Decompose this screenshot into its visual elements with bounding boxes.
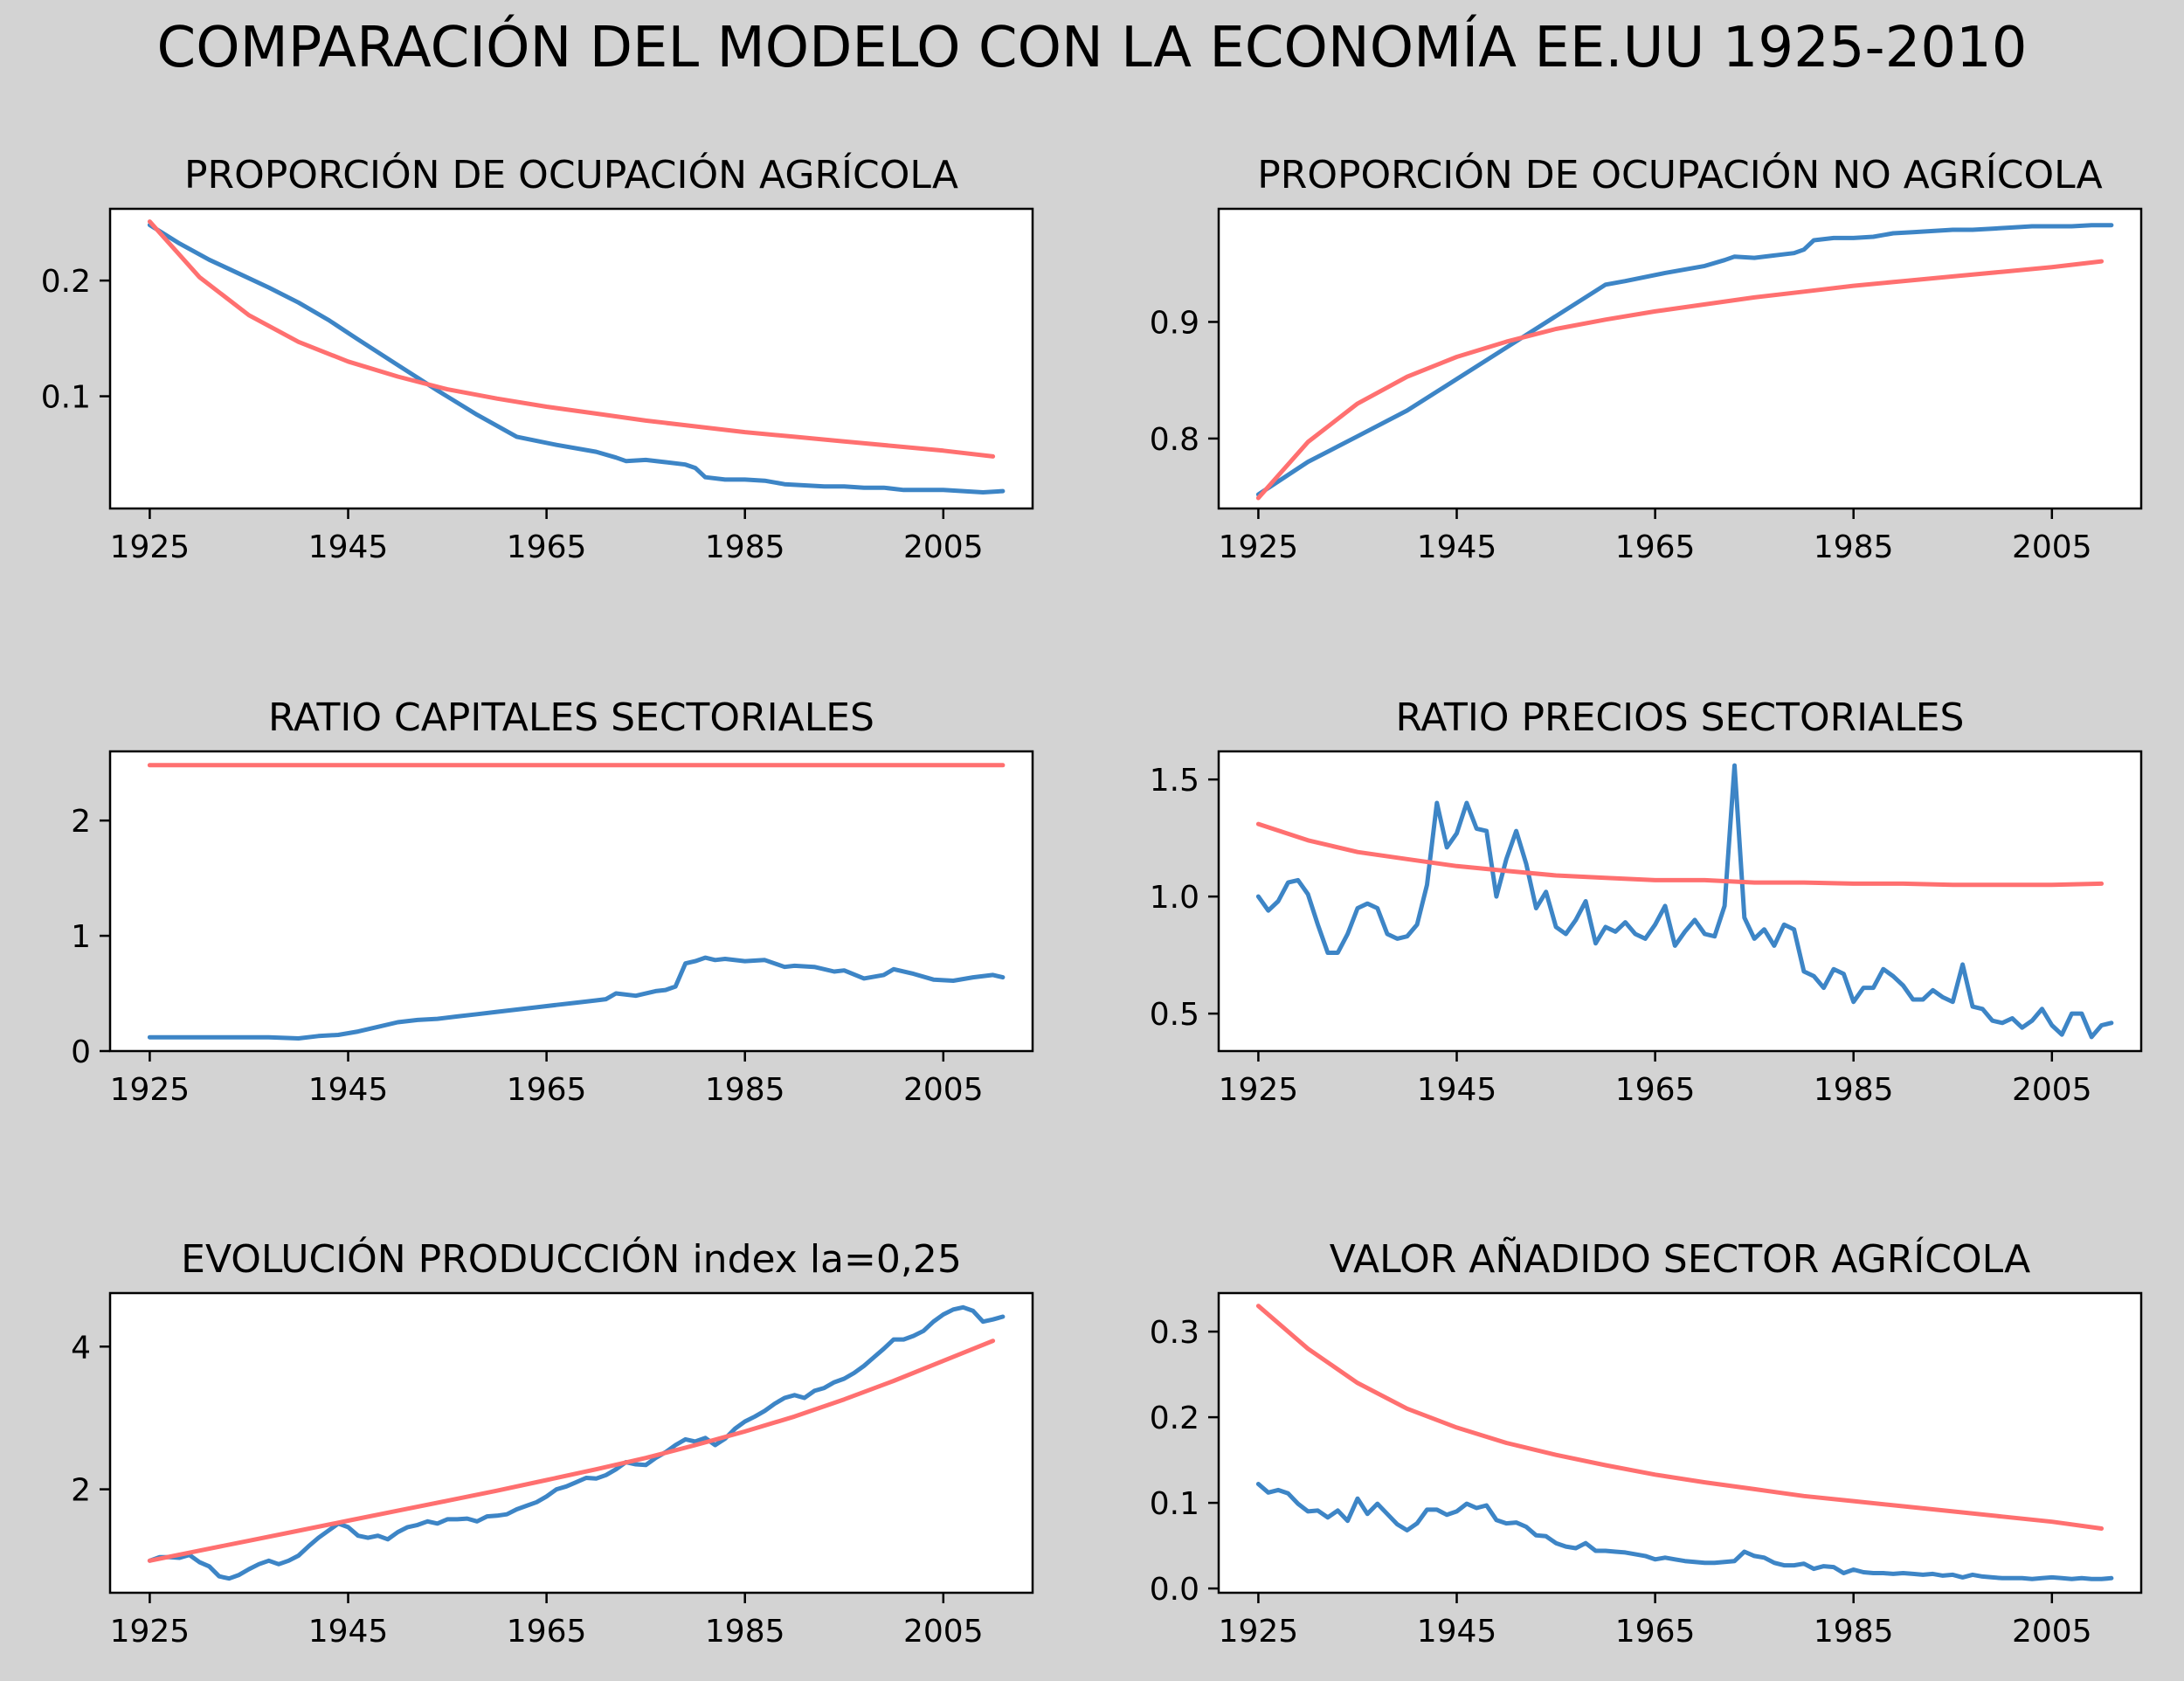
x-tick-label: 1985 [1814,1614,1894,1650]
plot-area [110,1293,1033,1593]
subplot-1: 1925 1945 1965 1985 2005 0.1 0.2 PROPORCIÓN DE … [41,151,1034,565]
plot-area [110,209,1033,508]
y-tick-label: 1 [71,919,91,955]
x-tick-label: 1925 [1219,1614,1299,1650]
x-tick-label: 2005 [903,529,984,565]
x-tick-label: 1945 [1417,529,1497,565]
x-tick-label: 1985 [1814,1072,1894,1108]
subplot-title: VALOR AÑADIDO SECTOR AGRÍCOLA [1330,1235,2030,1282]
subplot-title: RATIO PRECIOS SECTORIALES [1396,695,1965,740]
plot-area [1219,1293,2141,1593]
x-tick-label: 1965 [507,1614,587,1650]
x-tick-label: 1925 [110,1614,190,1650]
subplot-5: 1925 1945 1965 1985 2005 2 4 EVOLUCIÓN PRODUCCI… [71,1235,1034,1650]
series-line-model [147,219,996,459]
subplot-title: EVOLUCIÓN PRODUCCIÓN index la=0,25 [181,1235,962,1282]
x-tick-label: 1925 [1219,1072,1299,1108]
plot-frame [108,207,1034,510]
x-tick-label: 2005 [2012,1072,2092,1108]
x-tick-label: 1985 [705,1072,785,1108]
y-tick-label: 1.5 [1150,763,1199,799]
y-tick-label: 0.0 [1150,1572,1199,1608]
series-line-model [147,1339,996,1563]
subplot-2: 1925 1945 1965 1985 2005 0.8 0.9 PROPORCIÓN DE … [1150,151,2143,565]
series-line-model [1255,1304,2105,1531]
x-tick-label: 1985 [705,529,785,565]
y-tick-label: 0.9 [1150,305,1199,341]
y-tick-label: 2 [71,1473,91,1509]
y-tick-label: 0.3 [1150,1315,1199,1351]
y-tick-label: 0.1 [41,380,91,416]
plot-area [1219,209,2141,508]
subplot-title: PROPORCIÓN DE OCUPACIÓN NO AGRÍCOLA [1257,151,2103,197]
plot-frame [1217,1291,2143,1595]
x-tick-label: 2005 [903,1614,984,1650]
y-tick-label: 0.5 [1150,997,1199,1033]
x-tick-label: 2005 [2012,529,2092,565]
plot-frame [108,1291,1034,1595]
x-tick-label: 1945 [1417,1072,1497,1108]
x-tick-label: 2005 [903,1072,984,1108]
x-tick-label: 1945 [308,1614,389,1650]
x-tick-label: 1985 [1814,529,1894,565]
subplot-3: 1925 1945 1965 1985 2005 0 1 2 RATIO CAPITALES S… [71,695,1034,1108]
subplot-title: RATIO CAPITALES SECTORIALES [268,695,874,740]
x-tick-label: 1965 [1615,1072,1696,1108]
x-tick-label: 1925 [110,529,190,565]
subplot-4: 1925 1945 1965 1985 2005 0.5 1.0 1.5 RATIO PRECI… [1150,695,2143,1108]
series-line-data [147,955,1006,1041]
y-tick-label: 0.8 [1150,422,1199,458]
series-line-data [1255,763,2114,1040]
plot-area [110,751,1033,1051]
plot-frame [108,750,1034,1053]
y-tick-label: 0 [71,1034,91,1070]
figure-title: COMPARACIÓN DEL MODELO CON LA ECONOMÍA E… [157,14,2028,80]
y-tick-label: 0.1 [1150,1486,1199,1522]
y-tick-label: 2 [71,804,91,840]
plot-frame [1217,750,2143,1053]
series-line-data [147,223,1006,495]
x-tick-label: 2005 [2012,1614,2092,1650]
y-tick-label: 0.2 [1150,1401,1199,1436]
x-tick-label: 1925 [1219,529,1299,565]
subplot-title: PROPORCIÓN DE OCUPACIÓN AGRÍCOLA [184,151,958,197]
x-tick-label: 1945 [308,1072,389,1108]
x-tick-label: 1965 [507,529,587,565]
plot-area [1219,751,2141,1051]
x-tick-label: 1925 [110,1072,190,1108]
y-tick-label: 0.2 [41,264,91,300]
x-tick-label: 1965 [1615,529,1696,565]
y-tick-label: 4 [71,1330,91,1366]
x-tick-label: 1985 [705,1614,785,1650]
y-tick-label: 1.0 [1150,880,1199,916]
x-tick-label: 1945 [1417,1614,1497,1650]
series-line-data [147,1304,1006,1581]
x-tick-label: 1965 [507,1072,587,1108]
subplot-6: 1925 1945 1965 1985 2005 0.0 0.1 0.2 0.3 VALOR AÑ… [1150,1235,2143,1650]
x-tick-label: 1965 [1615,1614,1696,1650]
series-line-model [1255,259,2105,501]
x-tick-label: 1945 [308,529,389,565]
series-line-model [1255,821,2105,888]
plot-frame [1217,207,2143,510]
series-line-data [1255,1482,2114,1581]
